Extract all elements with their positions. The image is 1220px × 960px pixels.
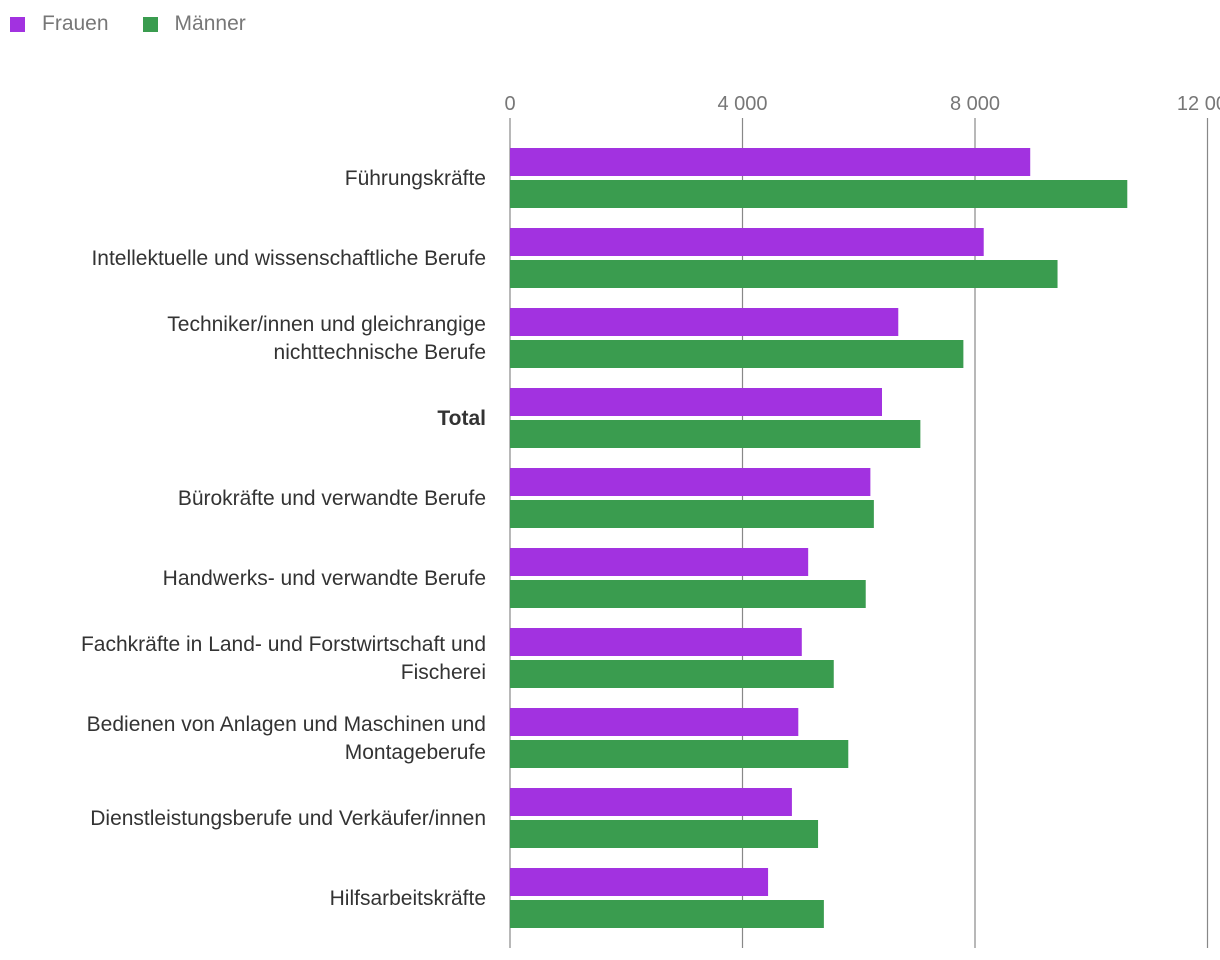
bar-maenner-4 (510, 500, 874, 528)
legend-swatch-maenner (142, 16, 158, 32)
x-tick-label-0: 0 (504, 93, 515, 115)
category-label-4: Bürokräfte und verwandte Berufe (178, 487, 486, 510)
category-label-7: Bedienen von Anlagen und Maschinen und Mo… (87, 713, 486, 764)
legend-label-maenner: Männer (174, 12, 246, 35)
category-label-0: Führungskräfte (345, 167, 486, 190)
category-label-1: Intellektuelle und wissenschaftliche Ber… (91, 247, 486, 270)
bar-maenner-0 (510, 180, 1128, 208)
bar-frauen-5 (510, 548, 809, 576)
bar-maenner-6 (510, 660, 834, 688)
x-tick-label-2: 8 000 (950, 93, 1000, 115)
bar-maenner-8 (510, 820, 819, 848)
legend-label-frauen: Frauen (42, 12, 109, 35)
category-label-3: Total (437, 407, 486, 430)
bar-frauen-1 (510, 228, 984, 256)
category-label-8: Dienstleistungsberufe und Verkäufer/inne… (90, 807, 486, 830)
legend-item-frauen: Frauen (10, 12, 109, 36)
chart-legend: Frauen Männer (10, 12, 280, 36)
x-tick-label-3: 12 000 (1177, 93, 1220, 115)
bar-frauen-4 (510, 468, 871, 496)
bar-maenner-7 (510, 740, 849, 768)
bar-frauen-8 (510, 788, 792, 816)
bar-maenner-2 (510, 340, 964, 368)
bar-maenner-3 (510, 420, 921, 448)
category-label-6: Fachkräfte in Land- und Forstwirtschaft … (81, 633, 486, 684)
bar-maenner-1 (510, 260, 1058, 288)
category-label-2: Techniker/innen und gleichrangige nichtte… (167, 313, 486, 364)
x-tick-label-1: 4 000 (717, 93, 767, 115)
bar-frauen-0 (510, 148, 1031, 176)
bar-frauen-2 (510, 308, 899, 336)
bar-frauen-7 (510, 708, 799, 736)
category-label-9: Hilfsarbeitskräfte (330, 887, 486, 910)
legend-item-maenner: Männer (142, 12, 246, 36)
bar-frauen-9 (510, 868, 769, 896)
bar-frauen-3 (510, 388, 882, 416)
category-label-5: Handwerks- und verwandte Berufe (163, 567, 486, 590)
legend-swatch-frauen (10, 16, 25, 32)
bar-maenner-5 (510, 580, 866, 608)
bar-frauen-6 (510, 628, 802, 656)
bar-maenner-9 (510, 900, 824, 928)
